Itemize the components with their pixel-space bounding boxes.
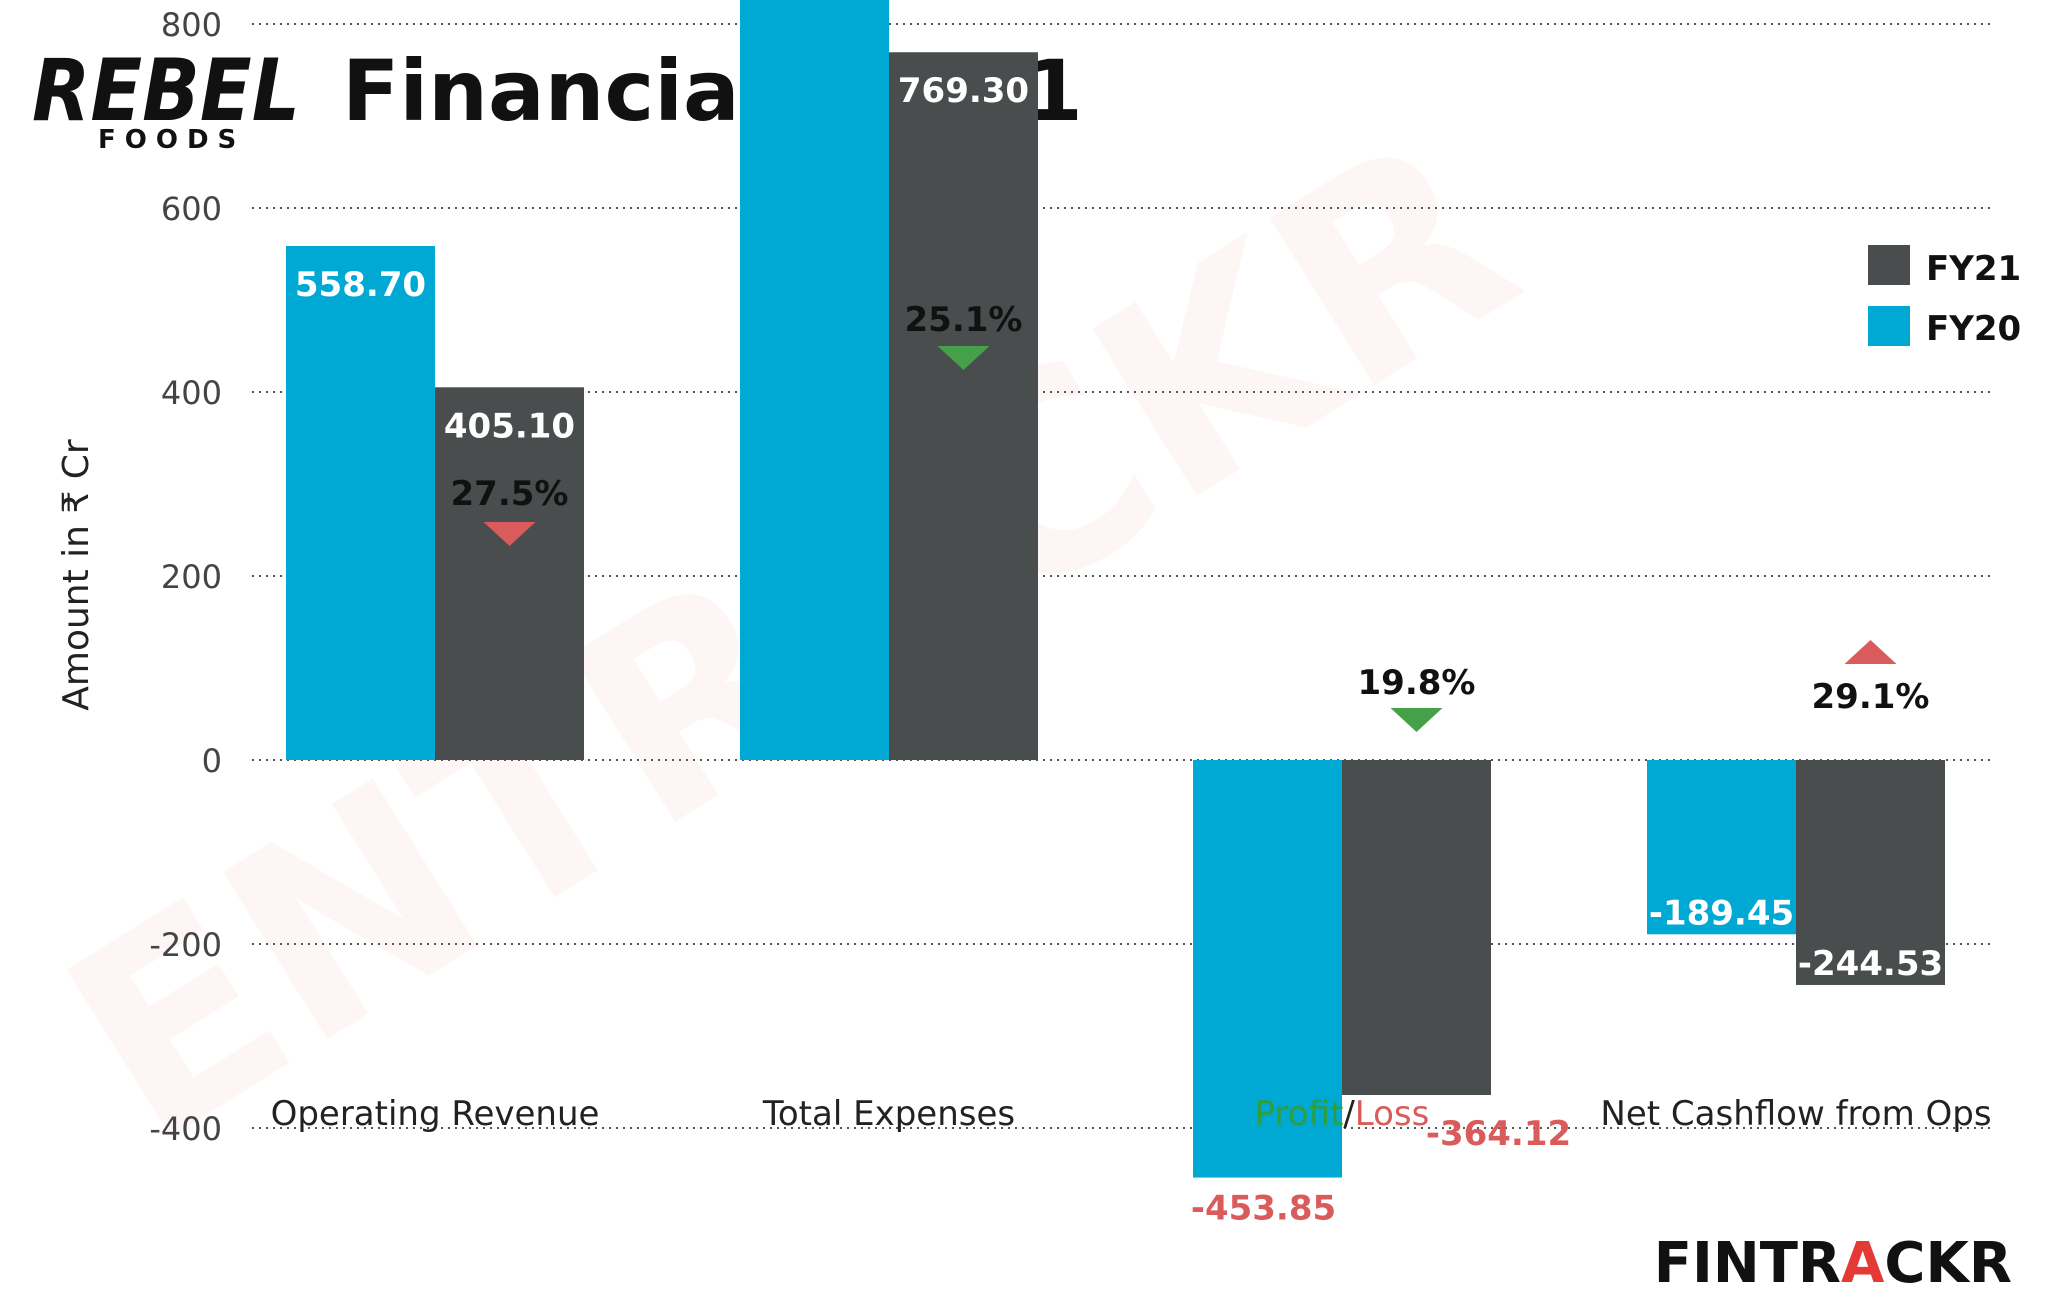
profit-label: Profit — [1255, 1094, 1344, 1134]
data-label-fy21: 769.30 — [898, 71, 1029, 111]
y-tick-label: 200 — [161, 558, 222, 596]
logo-sub-text: FOODS — [98, 125, 245, 155]
fintrackr-logo-accent: A — [1841, 1231, 1885, 1296]
category-label: Profit/Loss — [1255, 1094, 1430, 1134]
bar-fy20 — [740, 0, 889, 760]
data-label-fy20: 558.70 — [295, 265, 426, 305]
data-label-fy21: -244.53 — [1798, 944, 1943, 984]
bar-fy20 — [1193, 760, 1342, 1178]
fintrackr-logo-left: FINTR — [1654, 1231, 1841, 1296]
rebel-foods-logo: REBEL FOODS — [32, 41, 300, 155]
y-tick-label: 800 — [161, 6, 222, 44]
y-tick-label: 600 — [161, 190, 222, 228]
data-label-fy21: -364.12 — [1426, 1114, 1571, 1154]
bar-fy21 — [1342, 760, 1491, 1095]
bar-fy20 — [1647, 760, 1796, 935]
arrow-up-icon — [1844, 640, 1897, 664]
logo-main-text: REBEL — [32, 41, 300, 141]
profit-loss-separator: / — [1343, 1094, 1355, 1134]
fintrackr-logo: FINTRACKR — [1654, 1231, 2012, 1296]
y-axis-label: Amount in ₹ Cr — [56, 439, 97, 711]
legend: FY21 FY20 — [1868, 245, 2021, 349]
bar-fy20 — [286, 245, 435, 761]
change-label: 19.8% — [1358, 663, 1476, 703]
data-label-fy20: -453.85 — [1191, 1189, 1336, 1229]
legend-label-fy21: FY21 — [1926, 249, 2021, 289]
y-tick-label: 400 — [161, 374, 222, 412]
category-label: Total Expenses — [762, 1094, 1015, 1134]
category-label: Net Cashflow from Ops — [1600, 1094, 1991, 1134]
bar-fy21 — [1796, 760, 1945, 985]
legend-swatch-fy21 — [1868, 245, 1910, 285]
fintrackr-logo-right: CKR — [1884, 1231, 2012, 1296]
category-label: Operating Revenue — [271, 1094, 600, 1134]
y-tick-label: 0 — [202, 742, 222, 780]
legend-label-fy20: FY20 — [1926, 309, 2021, 349]
change-label: 27.5% — [451, 474, 569, 514]
change-label: 29.1% — [1812, 677, 1930, 717]
bar-fy21 — [435, 387, 584, 760]
legend-swatch-fy20 — [1868, 306, 1910, 346]
arrow-down-icon — [483, 522, 536, 546]
arrow-down-icon — [937, 346, 990, 370]
y-tick-label: -400 — [149, 1110, 222, 1148]
y-tick-label: -200 — [149, 926, 222, 964]
data-label-fy20: -189.45 — [1649, 893, 1794, 933]
loss-label: Loss — [1355, 1094, 1430, 1134]
bar-fy21 — [889, 52, 1038, 760]
arrow-down-icon — [1390, 708, 1443, 732]
data-label-fy21: 405.10 — [444, 406, 575, 446]
change-label: 25.1% — [905, 300, 1023, 340]
